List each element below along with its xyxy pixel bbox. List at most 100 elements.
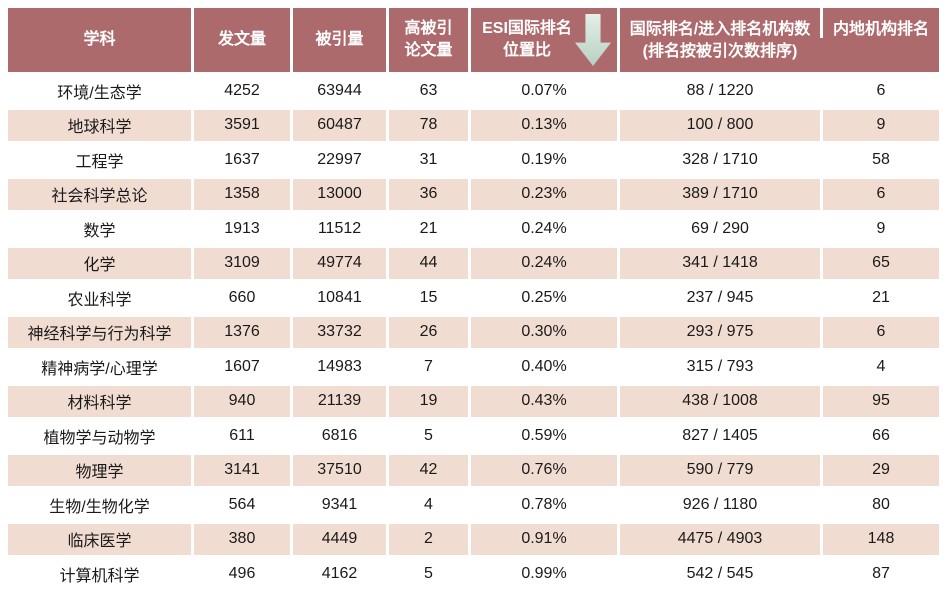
cell-mainland-rank: 4 <box>823 351 939 383</box>
cell-intl-rank: 542 / 545 <box>620 558 820 590</box>
cell-subject: 地球科学 <box>8 109 191 141</box>
header-citations: 被引量 <box>293 8 386 72</box>
cell-publications: 660 <box>194 282 290 314</box>
cell-citations: 60487 <box>293 109 386 141</box>
cell-highly-cited: 19 <box>389 385 468 417</box>
table-body: 环境/生态学 4252 63944 63 0.07% 88 / 1220 6 地… <box>8 75 939 590</box>
cell-highly-cited: 31 <box>389 144 468 176</box>
cell-publications: 564 <box>194 489 290 521</box>
cell-publications: 1376 <box>194 316 290 348</box>
cell-citations <box>293 589 386 603</box>
cell-highly-cited: 44 <box>389 247 468 279</box>
cell-highly-cited <box>389 589 468 603</box>
cell-citations: 49774 <box>293 247 386 279</box>
cell-mainland-rank: 9 <box>823 213 939 245</box>
table-row: 计算机科学 496 4162 5 0.99% 542 / 545 87 <box>8 558 939 590</box>
cell-intl-rank <box>620 589 820 603</box>
header-subject-label: 学科 <box>83 31 116 49</box>
cell-citations: 6816 <box>293 420 386 452</box>
cell-citations: 33732 <box>293 316 386 348</box>
cell-esi-ratio <box>471 589 617 603</box>
cell-citations: 13000 <box>293 178 386 210</box>
cell-subject: 材料科学 <box>8 385 191 417</box>
table-row: 临床医学 380 4449 2 0.91% 4475 / 4903 148 <box>8 523 939 555</box>
cell-esi-ratio: 0.43% <box>471 385 617 417</box>
header-publications-label: 发文量 <box>217 31 266 49</box>
cell-mainland-rank: 58 <box>823 144 939 176</box>
cell-citations: 63944 <box>293 75 386 107</box>
cell-subject: 神经科学与行为科学 <box>8 316 191 348</box>
header-mainland-rank-label: 内地机构排名 <box>832 21 929 38</box>
table-row: 材料科学 940 21139 19 0.43% 438 / 1008 95 <box>8 385 939 417</box>
cell-mainland-rank: 21 <box>823 282 939 314</box>
header-publications: 发文量 <box>194 8 290 72</box>
header-esi-ratio-line1: ESI国际排名 <box>482 20 572 38</box>
cell-subject: 物理学 <box>8 454 191 486</box>
cell-intl-rank: 293 / 975 <box>620 316 820 348</box>
cell-intl-rank: 69 / 290 <box>620 213 820 245</box>
header-subject: 学科 <box>8 8 191 72</box>
cell-subject: 临床医学 <box>8 523 191 555</box>
cell-intl-rank: 827 / 1405 <box>620 420 820 452</box>
cell-esi-ratio: 0.07% <box>471 75 617 107</box>
table-row: 物理学 3141 37510 42 0.76% 590 / 779 29 <box>8 454 939 486</box>
cell-highly-cited: 36 <box>389 178 468 210</box>
cell-intl-rank: 438 / 1008 <box>620 385 820 417</box>
cell-highly-cited: 26 <box>389 316 468 348</box>
cell-highly-cited: 5 <box>389 558 468 590</box>
table-row: 社会科学总论 1358 13000 36 0.23% 389 / 1710 6 <box>8 178 939 210</box>
cell-subject: 数学 <box>8 213 191 245</box>
cell-highly-cited: 2 <box>389 523 468 555</box>
cell-publications: 496 <box>194 558 290 590</box>
cell-esi-ratio: 0.78% <box>471 489 617 521</box>
cell-citations: 37510 <box>293 454 386 486</box>
table-row: 数学 1913 11512 21 0.24% 69 / 290 9 <box>8 213 939 245</box>
cell-esi-ratio: 0.76% <box>471 454 617 486</box>
cell-highly-cited: 7 <box>389 351 468 383</box>
cell-esi-ratio: 0.19% <box>471 144 617 176</box>
cell-mainland-rank: 6 <box>823 316 939 348</box>
cell-mainland-rank <box>823 589 939 603</box>
cell-publications: 940 <box>194 385 290 417</box>
cell-esi-ratio: 0.24% <box>471 213 617 245</box>
header-esi-ratio-line2: 位置比 <box>502 42 551 59</box>
cell-intl-rank: 4475 / 4903 <box>620 523 820 555</box>
cell-intl-rank: 237 / 945 <box>620 282 820 314</box>
table-row: 地球科学 3591 60487 78 0.13% 100 / 800 9 <box>8 109 939 141</box>
cell-subject: 生物/生物化学 <box>8 489 191 521</box>
cell-highly-cited: 4 <box>389 489 468 521</box>
table-row: 神经科学与行为科学 1376 33732 26 0.30% 293 / 975 … <box>8 316 939 348</box>
cell-publications: 4252 <box>194 75 290 107</box>
cell-intl-rank: 88 / 1220 <box>620 75 820 107</box>
cell-esi-ratio: 0.99% <box>471 558 617 590</box>
header-intl-rank-line2: (排名按被引次数排序) <box>642 42 798 60</box>
cell-intl-rank: 926 / 1180 <box>620 489 820 521</box>
cell-esi-ratio: 0.91% <box>471 523 617 555</box>
header-esi-ratio: ESI国际排名 位置比 <box>471 8 617 72</box>
cell-publications: 3591 <box>194 109 290 141</box>
cell-publications: 1637 <box>194 144 290 176</box>
header-highly-cited: 高被引 论文量 <box>389 8 468 72</box>
cell-subject: 化学 <box>8 247 191 279</box>
header-intl-rank: 国际排名/进入排名机构数 (排名按被引次数排序) <box>620 8 820 72</box>
cell-highly-cited: 63 <box>389 75 468 107</box>
cell-mainland-rank: 87 <box>823 558 939 590</box>
cell-publications: 1358 <box>194 178 290 210</box>
cell-esi-ratio: 0.30% <box>471 316 617 348</box>
header-highly-cited-line2: 论文量 <box>404 42 453 59</box>
table-row: 生物/生物化学 564 9341 4 0.78% 926 / 1180 80 <box>8 489 939 521</box>
cell-esi-ratio: 0.24% <box>471 247 617 279</box>
cell-highly-cited: 21 <box>389 213 468 245</box>
cell-publications: 380 <box>194 523 290 555</box>
table-row <box>8 589 939 603</box>
cell-subject: 植物学与动物学 <box>8 420 191 452</box>
cell-subject: 环境/生态学 <box>8 75 191 107</box>
cell-citations: 9341 <box>293 489 386 521</box>
table-row: 化学 3109 49774 44 0.24% 341 / 1418 65 <box>8 247 939 279</box>
header-citations-label: 被引量 <box>315 31 364 49</box>
cell-intl-rank: 315 / 793 <box>620 351 820 383</box>
header-mainland-rank: 内地机构排名 <box>823 8 939 72</box>
cell-highly-cited: 42 <box>389 454 468 486</box>
cell-citations: 11512 <box>293 213 386 245</box>
